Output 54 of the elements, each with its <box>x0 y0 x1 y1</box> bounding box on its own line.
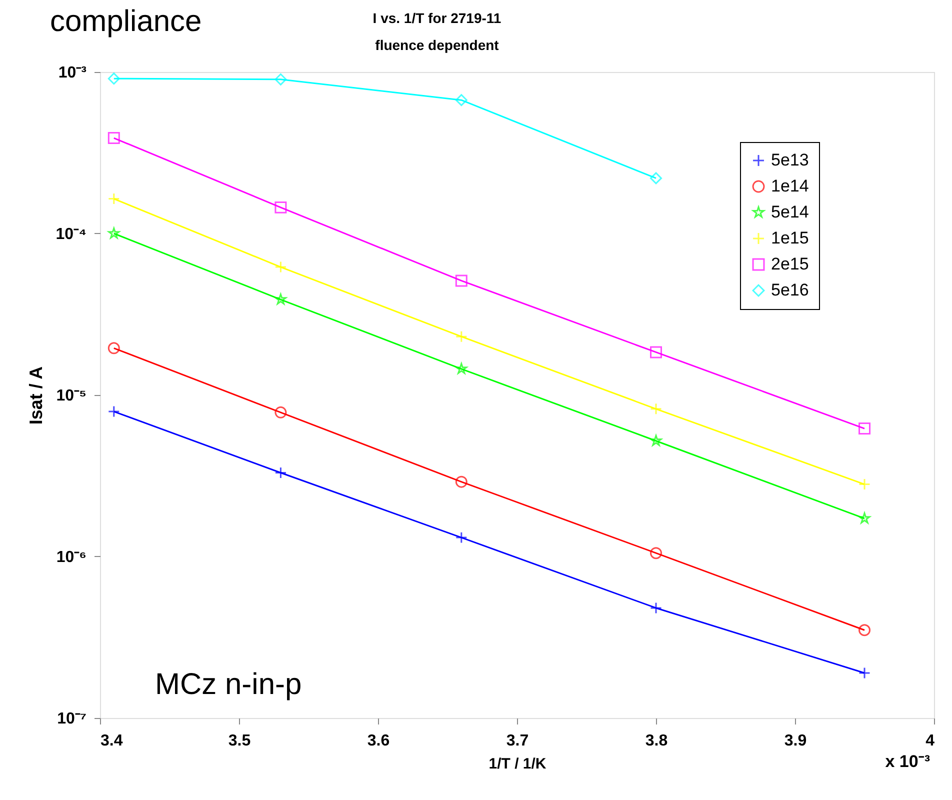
point <box>858 624 870 636</box>
point <box>455 94 468 106</box>
annotation: MCz n-in-p <box>155 668 302 701</box>
point <box>108 132 120 144</box>
legend-label: 1e14 <box>771 176 809 196</box>
x-tick-label: 4 <box>926 732 935 750</box>
point <box>108 406 120 418</box>
point <box>274 261 287 274</box>
x-tick-label: 3.5 <box>228 732 251 750</box>
y-axis-title: Isat / A <box>26 366 46 425</box>
point <box>274 294 286 305</box>
point <box>650 602 662 614</box>
point <box>650 172 662 184</box>
y-tick-label: 10⁻³ <box>58 64 86 82</box>
point <box>108 192 120 205</box>
point <box>650 346 662 358</box>
x-tick-label: 3.9 <box>784 732 807 750</box>
x-tick-label: 3.4 <box>100 732 123 750</box>
point <box>455 330 468 343</box>
point <box>858 512 870 524</box>
point <box>650 547 662 560</box>
y-tick-label: 10⁻⁴ <box>56 226 87 243</box>
point <box>455 532 468 544</box>
x-tick-label: 3.7 <box>506 732 529 750</box>
point <box>108 342 120 354</box>
point <box>274 73 287 86</box>
y-tick-label: 10⁻⁶ <box>56 549 86 566</box>
point <box>274 406 287 418</box>
point <box>108 72 120 85</box>
point <box>650 434 662 446</box>
x-tick-label: 3.6 <box>367 732 390 750</box>
text: x 10⁻³ <box>885 752 930 771</box>
chart-title: I vs. 1/T for 2719-11 <box>372 10 502 26</box>
point <box>858 422 870 435</box>
y-tick-label: 10⁻⁷ <box>57 710 86 728</box>
point <box>455 274 468 287</box>
legend-label: 1e15 <box>771 228 809 248</box>
point <box>274 201 287 214</box>
point <box>858 666 870 679</box>
legend-label: 2e15 <box>771 254 809 274</box>
x-tick-label: 3.8 <box>645 732 668 750</box>
point <box>456 362 468 374</box>
point <box>858 478 870 490</box>
point <box>108 228 120 238</box>
x-axis-title: 1/T / 1/K <box>488 756 546 772</box>
text: compliance <box>50 5 202 38</box>
point <box>650 402 662 415</box>
point <box>455 476 468 488</box>
y-tick-label: 10⁻⁵ <box>56 388 86 404</box>
legend-label: 5e14 <box>771 202 809 222</box>
legend-label: 5e13 <box>771 150 809 170</box>
legend-label: 5e16 <box>771 280 809 300</box>
chart-subtitle: fluence dependent <box>375 37 500 53</box>
point <box>274 466 287 479</box>
